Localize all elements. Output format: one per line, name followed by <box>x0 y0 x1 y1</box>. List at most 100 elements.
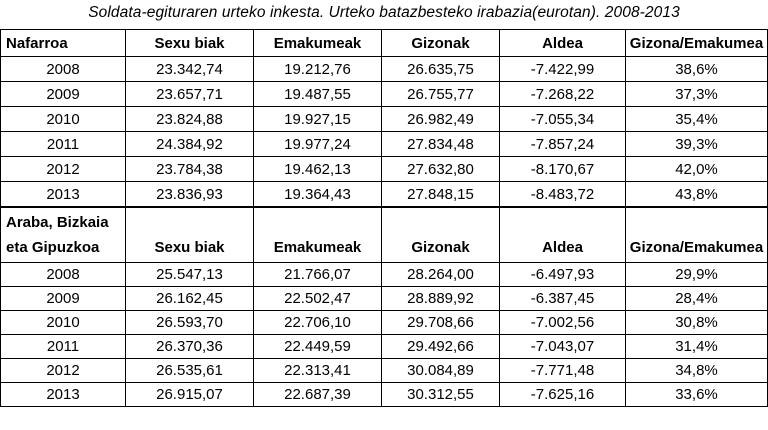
value-cell: 24.384,92 <box>125 131 254 157</box>
value-cell: 28.889,92 <box>381 286 500 311</box>
value-cell: 19.212,76 <box>253 56 382 82</box>
year-cell: 2010 <box>0 106 126 132</box>
column-header-cell: Aldea <box>499 29 626 57</box>
value-cell: 19.462,13 <box>253 156 382 182</box>
year-cell: 2008 <box>0 56 126 82</box>
value-cell: 26.915,07 <box>125 382 254 407</box>
year-cell: 2008 <box>0 262 126 287</box>
table-row: 2008 23.342,74 19.212,76 26.635,75 -7.42… <box>0 56 768 82</box>
value-cell: 22.313,41 <box>253 358 382 383</box>
value-cell: 23.342,74 <box>125 56 254 82</box>
value-cell: 33,6% <box>625 382 768 407</box>
table-nafarroa: Nafarroa Sexu biak Emakumeak Gizonak Ald… <box>0 29 768 207</box>
column-header-cell: Aldea <box>499 207 626 263</box>
year-cell: 2011 <box>0 334 126 359</box>
year-cell: 2009 <box>0 81 126 107</box>
table-row: 2011 26.370,36 22.449,59 29.492,66 -7.04… <box>0 334 768 359</box>
column-header-cell: Sexu biak <box>125 29 254 57</box>
column-header-cell: Emakumeak <box>253 29 382 57</box>
value-cell: -7.002,56 <box>499 310 626 335</box>
value-cell: -8.483,72 <box>499 181 626 207</box>
value-cell: 30.084,89 <box>381 358 500 383</box>
value-cell: -7.625,16 <box>499 382 626 407</box>
value-cell: 26.535,61 <box>125 358 254 383</box>
value-cell: 22.687,39 <box>253 382 382 407</box>
value-cell: 26.162,45 <box>125 286 254 311</box>
table-row: 2009 23.657,71 19.487,55 26.755,77 -7.26… <box>0 81 768 107</box>
table-row: 2013 23.836,93 19.364,43 27.848,15 -8.48… <box>0 181 768 207</box>
value-cell: 38,6% <box>625 56 768 82</box>
table-row: 2013 26.915,07 22.687,39 30.312,55 -7.62… <box>0 382 768 407</box>
value-cell: 26.593,70 <box>125 310 254 335</box>
table-row: 2011 24.384,92 19.977,24 27.834,48 -7.85… <box>0 131 768 157</box>
value-cell: 21.766,07 <box>253 262 382 287</box>
value-cell: 27.848,15 <box>381 181 500 207</box>
table-row: 2010 26.593,70 22.706,10 29.708,66 -7.00… <box>0 310 768 335</box>
table-araba-bizkaia-gipuzkoa: Araba, Bizkaia eta Gipuzkoa Sexu biak Em… <box>0 207 768 407</box>
value-cell: 23.784,38 <box>125 156 254 182</box>
table-row: 2012 23.784,38 19.462,13 27.632,80 -8.17… <box>0 156 768 182</box>
value-cell: 30,8% <box>625 310 768 335</box>
figure-title: Soldata-egituraren urteko inkesta. Urtek… <box>88 4 680 21</box>
region-header-cell: Araba, Bizkaia eta Gipuzkoa <box>0 207 126 263</box>
column-header-cell: Gizonak <box>381 29 500 57</box>
value-cell: -7.043,07 <box>499 334 626 359</box>
value-cell: 27.632,80 <box>381 156 500 182</box>
value-cell: 28.264,00 <box>381 262 500 287</box>
value-cell: 28,4% <box>625 286 768 311</box>
year-cell: 2009 <box>0 286 126 311</box>
value-cell: 25.547,13 <box>125 262 254 287</box>
year-cell: 2013 <box>0 181 126 207</box>
column-header-cell: Sexu biak <box>125 207 254 263</box>
value-cell: 19.927,15 <box>253 106 382 132</box>
table-row: 2010 23.824,88 19.927,15 26.982,49 -7.05… <box>0 106 768 132</box>
year-cell: 2010 <box>0 310 126 335</box>
table-header-row: Araba, Bizkaia eta Gipuzkoa Sexu biak Em… <box>0 207 768 263</box>
value-cell: -8.170,67 <box>499 156 626 182</box>
value-cell: 29.492,66 <box>381 334 500 359</box>
value-cell: 31,4% <box>625 334 768 359</box>
value-cell: 19.364,43 <box>253 181 382 207</box>
value-cell: 26.370,36 <box>125 334 254 359</box>
value-cell: 43,8% <box>625 181 768 207</box>
value-cell: 34,8% <box>625 358 768 383</box>
year-cell: 2013 <box>0 382 126 407</box>
value-cell: -7.422,99 <box>499 56 626 82</box>
value-cell: 19.487,55 <box>253 81 382 107</box>
value-cell: 22.449,59 <box>253 334 382 359</box>
value-cell: -6.497,93 <box>499 262 626 287</box>
value-cell: 29,9% <box>625 262 768 287</box>
value-cell: 23.657,71 <box>125 81 254 107</box>
column-header-cell: Emakumeak <box>253 207 382 263</box>
table-row: 2009 26.162,45 22.502,47 28.889,92 -6.38… <box>0 286 768 311</box>
table-row: 2008 25.547,13 21.766,07 28.264,00 -6.49… <box>0 262 768 287</box>
region-header-cell: Nafarroa <box>0 29 126 57</box>
value-cell: 39,3% <box>625 131 768 157</box>
column-header-cell: Gizonak <box>381 207 500 263</box>
value-cell: 27.834,48 <box>381 131 500 157</box>
year-cell: 2012 <box>0 358 126 383</box>
value-cell: 22.706,10 <box>253 310 382 335</box>
column-header-cell: Gizona/Emakumea <box>625 29 768 57</box>
value-cell: 37,3% <box>625 81 768 107</box>
value-cell: 22.502,47 <box>253 286 382 311</box>
value-cell: -7.268,22 <box>499 81 626 107</box>
value-cell: 42,0% <box>625 156 768 182</box>
value-cell: 35,4% <box>625 106 768 132</box>
column-header-cell: Gizona/Emakumea <box>625 207 768 263</box>
value-cell: 23.836,93 <box>125 181 254 207</box>
value-cell: -7.857,24 <box>499 131 626 157</box>
value-cell: -7.055,34 <box>499 106 626 132</box>
value-cell: -6.387,45 <box>499 286 626 311</box>
table-row: 2012 26.535,61 22.313,41 30.084,89 -7.77… <box>0 358 768 383</box>
value-cell: 29.708,66 <box>381 310 500 335</box>
value-cell: 30.312,55 <box>381 382 500 407</box>
value-cell: 19.977,24 <box>253 131 382 157</box>
value-cell: -7.771,48 <box>499 358 626 383</box>
table-header-row: Nafarroa Sexu biak Emakumeak Gizonak Ald… <box>0 29 768 57</box>
year-cell: 2011 <box>0 131 126 157</box>
year-cell: 2012 <box>0 156 126 182</box>
value-cell: 26.635,75 <box>381 56 500 82</box>
value-cell: 23.824,88 <box>125 106 254 132</box>
